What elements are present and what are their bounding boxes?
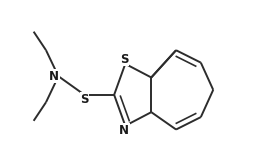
Text: N: N [119, 124, 129, 137]
Text: N: N [49, 70, 59, 83]
Text: S: S [120, 53, 128, 66]
Text: S: S [80, 93, 89, 106]
